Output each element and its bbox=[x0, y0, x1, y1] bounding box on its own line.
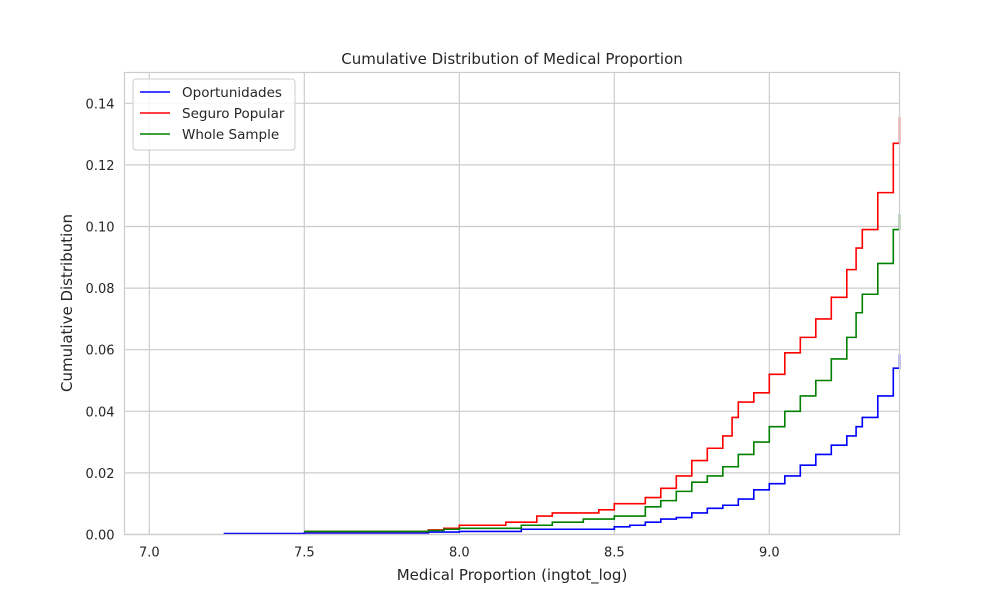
y-tick-labels: 0.00 0.02 0.04 0.06 0.08 0.10 0.12 0.14 bbox=[86, 97, 115, 543]
x-tick-label: 7.0 bbox=[139, 546, 160, 561]
x-tick-labels: 7.0 7.5 8.0 8.5 9.0 bbox=[139, 546, 780, 561]
legend-box bbox=[132, 78, 296, 151]
legend: Oportunidades Seguro Popular Whole Sampl… bbox=[132, 78, 296, 151]
y-tick-label: 0.08 bbox=[86, 282, 115, 297]
x-tick-label: 9.0 bbox=[759, 546, 780, 561]
y-axis-label: Cumulative Distribution bbox=[58, 214, 76, 392]
series-line-seguro-popular bbox=[304, 117, 901, 533]
chart-title: Cumulative Distribution of Medical Propo… bbox=[341, 50, 683, 68]
y-tick-label: 0.06 bbox=[86, 344, 115, 359]
series-line-whole-sample bbox=[304, 214, 901, 533]
legend-label-seguro-popular: Seguro Popular bbox=[182, 106, 285, 122]
y-tick-label: 0.14 bbox=[86, 97, 115, 112]
x-axis-label: Medical Proportion (ingtot_log) bbox=[397, 566, 628, 585]
plot-area-frame bbox=[123, 71, 901, 536]
series-lines bbox=[223, 117, 901, 535]
x-tick-label: 8.5 bbox=[604, 546, 625, 561]
legend-label-oportunidades: Oportunidades bbox=[182, 85, 282, 101]
x-tick-label: 8.0 bbox=[449, 546, 470, 561]
y-tick-label: 0.00 bbox=[86, 529, 115, 544]
series-line-oportunidades bbox=[223, 354, 901, 535]
legend-label-whole-sample: Whole Sample bbox=[182, 127, 279, 143]
y-tick-label: 0.04 bbox=[86, 405, 115, 420]
x-tick-label: 7.5 bbox=[294, 546, 315, 561]
y-tick-label: 0.10 bbox=[86, 221, 115, 236]
y-tick-label: 0.12 bbox=[86, 159, 115, 174]
y-tick-label: 0.02 bbox=[86, 467, 115, 482]
